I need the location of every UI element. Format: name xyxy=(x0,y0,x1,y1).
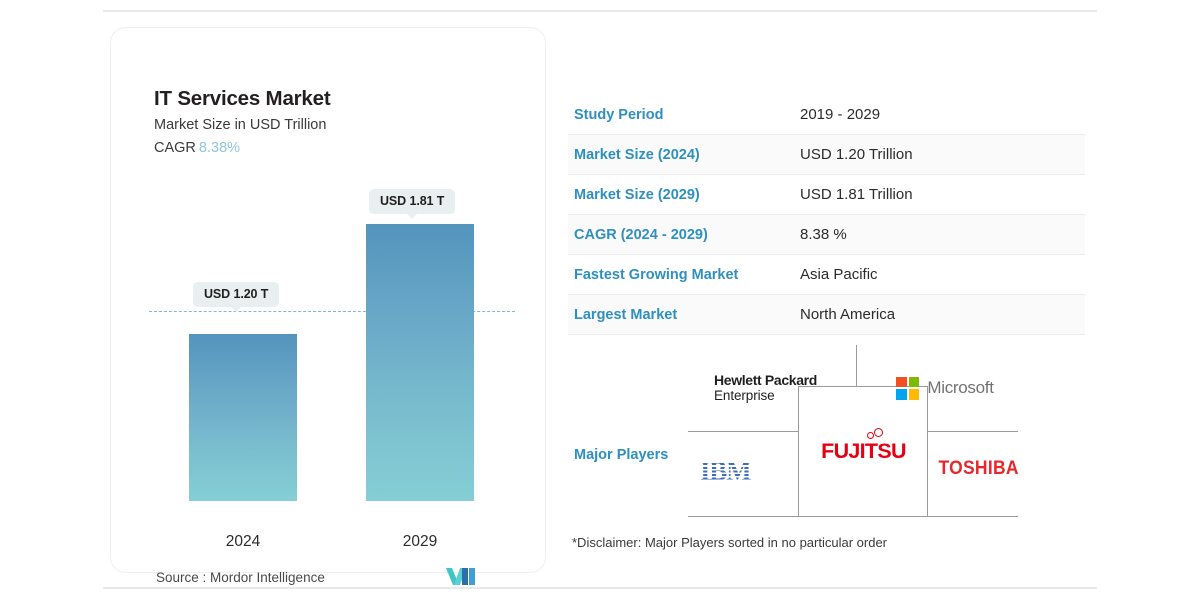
spec-value: North America xyxy=(800,306,896,323)
microsoft-squares-icon xyxy=(896,376,920,400)
cagr-value: 8.38% xyxy=(198,140,241,156)
fujitsu-dot-large-icon xyxy=(874,427,884,437)
cagr-label: CAGR xyxy=(154,140,196,156)
mordor-intelligence-logo-icon xyxy=(446,568,475,585)
source-text: Source : Mordor Intelligence xyxy=(156,570,325,585)
spec-value: USD 1.20 Trillion xyxy=(800,146,913,163)
logo-hewlett-packard-enterprise-icon: Hewlett Packard Enterprise xyxy=(678,357,853,419)
table-row: Largest Market North America xyxy=(568,295,1085,335)
spec-label: CAGR (2024 - 2029) xyxy=(574,226,708,243)
spec-value: 2019 - 2029 xyxy=(800,106,881,123)
logo-ibm-icon: IBM xyxy=(688,445,798,497)
spec-label: Largest Market xyxy=(574,306,678,323)
page-title: IT Services Market xyxy=(154,87,331,110)
logo-microsoft-icon: Microsoft xyxy=(870,357,1020,419)
spec-value: Asia Pacific xyxy=(800,266,878,283)
x-axis-label-2029: 2029 xyxy=(402,533,438,550)
bar-label-2024: USD 1.20 T xyxy=(193,282,280,312)
hpe-line1: Hewlett Packard xyxy=(714,371,817,388)
microsoft-wordmark: Microsoft xyxy=(927,378,994,397)
toshiba-wordmark: TOSHIBA xyxy=(938,458,1020,479)
logo-toshiba-icon: TOSHIBA xyxy=(924,445,1034,493)
table-row: CAGR (2024 - 2029) 8.38 % xyxy=(568,215,1085,255)
table-row: Market Size (2024) USD 1.20 Trillion xyxy=(568,135,1085,175)
spec-label: Market Size (2029) xyxy=(574,186,700,203)
bar-label-2029: USD 1.81 T xyxy=(369,189,456,219)
chart-cagr: CAGR 8.38% xyxy=(154,140,240,156)
spec-value: 8.38 % xyxy=(800,226,847,243)
hpe-line2: Enterprise xyxy=(714,388,775,404)
fujitsu-wordmark: FUJITSU xyxy=(821,438,906,463)
bar-chart-plot: USD 1.20 T USD 1.81 T 2024 2029 xyxy=(111,28,547,574)
spec-label: Study Period xyxy=(574,106,664,123)
spec-label: Market Size (2024) xyxy=(574,146,700,163)
fujitsu-cell-box xyxy=(798,386,928,517)
bar-2024[interactable] xyxy=(189,334,297,501)
chart-card: IT Services Market Market Size in USD Tr… xyxy=(110,27,547,585)
disclaimer-text: *Disclaimer: Major Players sorted in no … xyxy=(572,535,888,550)
bar-2029[interactable] xyxy=(366,224,474,501)
major-players-logo-grid: Hewlett Packard Enterprise Microsoft IBM xyxy=(688,345,1020,517)
top-divider xyxy=(103,10,1097,12)
table-row: Study Period 2019 - 2029 xyxy=(568,95,1085,135)
major-players-title: Major Players xyxy=(574,447,669,463)
details-panel: Study Period 2019 - 2029 Market Size (20… xyxy=(568,95,1085,550)
bottom-divider xyxy=(103,587,1097,589)
reference-dashed-line xyxy=(149,311,515,312)
ibm-wordmark: IBM xyxy=(700,456,752,486)
spec-value: USD 1.81 Trillion xyxy=(800,186,913,203)
logo-fujitsu-icon: FUJITSU xyxy=(800,427,927,475)
x-axis-label-2024: 2024 xyxy=(225,533,261,550)
table-row: Market Size (2029) USD 1.81 Trillion xyxy=(568,175,1085,215)
chart-subtitle: Market Size in USD Trillion xyxy=(154,117,327,133)
fujitsu-dot-small-icon xyxy=(867,431,875,439)
table-row: Fastest Growing Market Asia Pacific xyxy=(568,255,1085,295)
spec-label: Fastest Growing Market xyxy=(574,266,739,283)
